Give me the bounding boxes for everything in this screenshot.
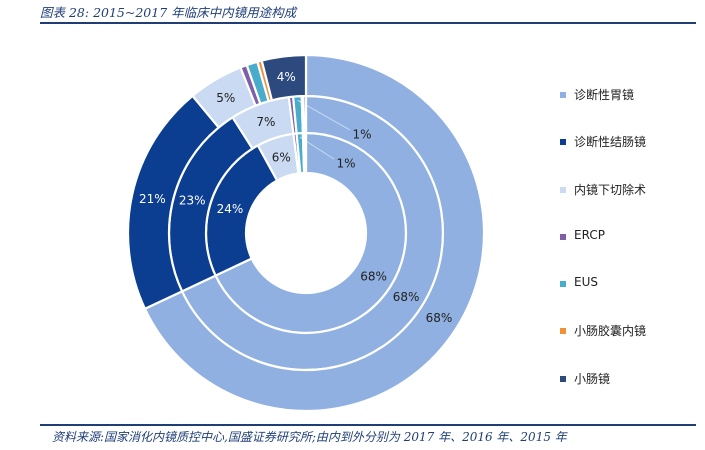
slice-2015-7 [260, 53, 308, 102]
legend-label: ERCP [574, 227, 605, 242]
data-label-2017-5: 1% [336, 157, 355, 171]
legend-swatch [560, 186, 566, 193]
data-label-2016-2: 23% [179, 193, 206, 207]
source-note: 资料来源:国家消化内镜质控中心,国盛证券研究所;由内到外分别为 2017 年、2… [52, 430, 567, 444]
data-label-2015-3: 5% [216, 91, 235, 105]
slice-2015-1 [143, 53, 486, 413]
legend-swatch [560, 233, 566, 240]
source-rule [40, 424, 696, 426]
legend-swatch [560, 328, 566, 335]
data-label-2017-2: 24% [217, 202, 244, 216]
legend-label: 诊断性胃镜 [574, 88, 635, 102]
data-label-2016-5: 1% [352, 128, 371, 142]
data-label-2016-3: 7% [256, 115, 275, 129]
legend-label: EUS [574, 275, 598, 290]
legend-swatch [560, 281, 566, 288]
legend-swatch [560, 375, 566, 382]
figure-title: 图表 28: 2015~2017 年临床中内镜用途构成 [40, 5, 297, 20]
legend-swatch [560, 92, 566, 98]
legend-label: 小肠胶囊内镜 [574, 324, 647, 339]
data-label-2017-1: 68% [360, 269, 387, 283]
legend-label: 诊断性结肠镜 [574, 135, 647, 150]
slice-2016-7 [302, 94, 308, 135]
legend-label: 小肠镜 [574, 371, 611, 386]
data-label-2017-3: 6% [272, 150, 291, 164]
title-rule [40, 22, 696, 24]
data-label-2016-1: 68% [393, 290, 420, 304]
data-label-2015-1: 68% [426, 311, 453, 325]
legend-label: 内镜下切除术 [574, 182, 647, 197]
data-label-2015-2: 21% [139, 192, 166, 206]
slice-2017-7 [302, 131, 308, 175]
legend-swatch [560, 139, 566, 146]
data-label-2015-7: 4% [277, 70, 296, 84]
